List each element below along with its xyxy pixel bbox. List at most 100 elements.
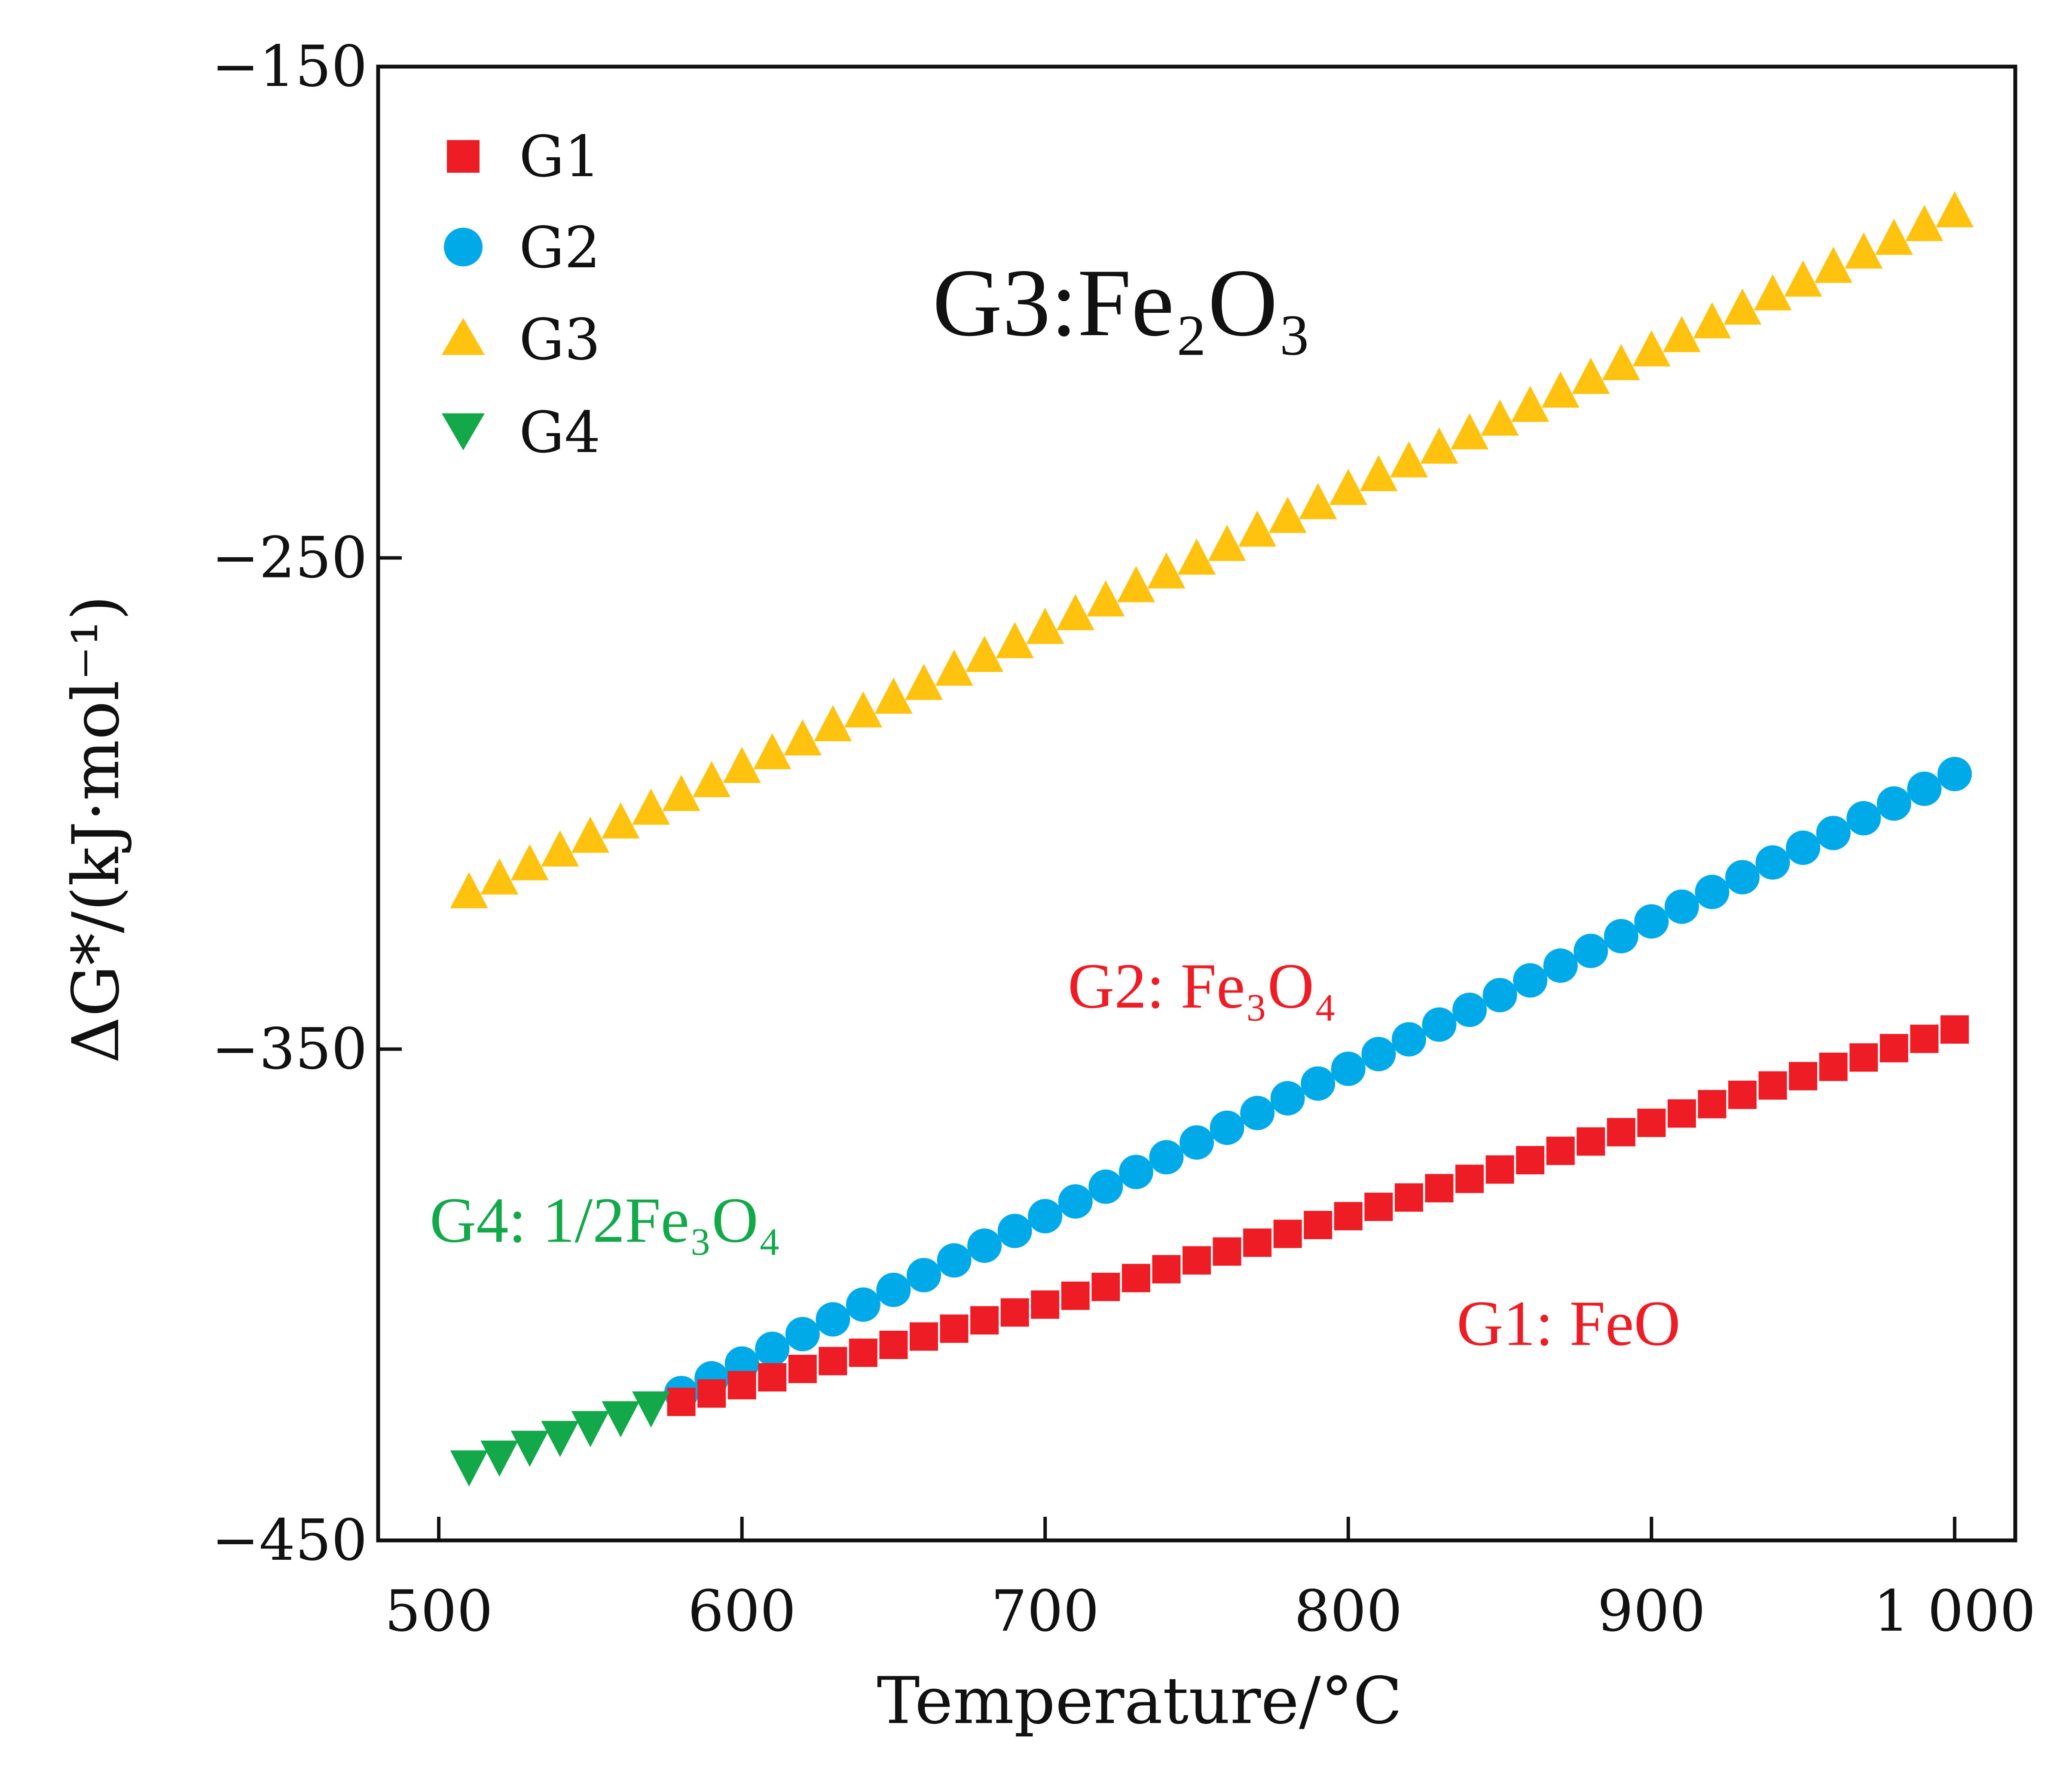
data-point-g2 — [907, 1258, 941, 1292]
data-point-g2 — [1058, 1184, 1093, 1219]
data-point-g1 — [970, 1306, 999, 1335]
data-point-g2 — [1422, 1007, 1457, 1042]
data-point-g2 — [1210, 1110, 1244, 1145]
data-point-g2 — [1391, 1022, 1426, 1057]
data-point-g1 — [667, 1387, 696, 1416]
data-point-g1 — [1425, 1174, 1454, 1203]
data-point-g2 — [997, 1213, 1032, 1248]
x-tick-label: 800 — [1294, 1578, 1403, 1644]
data-point-g3 — [1451, 413, 1488, 449]
x-axis-title: Temperature/°C — [877, 1664, 1403, 1738]
y-tick-label: −450 — [211, 1507, 367, 1573]
data-point-g2 — [1574, 934, 1608, 968]
data-point-g2 — [1604, 919, 1638, 953]
data-point-g1 — [1577, 1127, 1605, 1156]
legend-label-g4: G4 — [519, 400, 600, 466]
data-point-g3 — [1056, 594, 1094, 630]
data-point-g2 — [1876, 786, 1911, 821]
data-point-g3 — [966, 635, 1004, 672]
data-point-g3 — [1420, 428, 1458, 464]
data-point-g3 — [541, 830, 579, 867]
data-point-g1 — [1910, 1024, 1939, 1053]
data-point-g2 — [937, 1243, 972, 1278]
data-point-g3 — [753, 733, 792, 770]
data-point-g2 — [1452, 993, 1487, 1027]
data-point-g1 — [1000, 1298, 1029, 1327]
data-point-g3 — [1693, 302, 1731, 339]
data-point-g2 — [785, 1317, 820, 1351]
data-point-g3 — [1026, 608, 1064, 644]
data-point-g3 — [783, 719, 822, 756]
data-point-g1 — [758, 1363, 787, 1392]
data-point-g4 — [541, 1421, 579, 1457]
data-point-g2 — [816, 1302, 850, 1337]
data-point-g3 — [480, 858, 519, 895]
data-point-g3 — [1602, 344, 1640, 380]
data-point-g2 — [1088, 1169, 1123, 1204]
x-tick-label: 600 — [688, 1578, 796, 1644]
data-point-g1 — [1849, 1043, 1878, 1072]
x-tick-label: 900 — [1597, 1578, 1705, 1644]
data-point-g1 — [1183, 1246, 1211, 1275]
data-point-g1 — [819, 1347, 847, 1375]
plot-frame — [376, 64, 2017, 1543]
data-point-g2 — [1816, 816, 1851, 850]
x-tick-label: 1 000 — [1873, 1578, 2036, 1644]
data-point-g3 — [510, 844, 549, 880]
data-point-g3 — [1178, 538, 1216, 575]
data-point-g1 — [1485, 1155, 1514, 1184]
data-point-g2 — [846, 1287, 880, 1322]
data-point-g3 — [450, 872, 488, 908]
data-point-g3 — [1208, 525, 1246, 561]
data-point-g1 — [1394, 1183, 1423, 1212]
data-point-g3 — [814, 705, 852, 742]
data-point-g2 — [1725, 860, 1760, 895]
data-point-g3 — [1299, 483, 1337, 519]
legend-marker-g2 — [444, 228, 483, 266]
data-point-g3 — [1784, 260, 1822, 297]
data-point-g3 — [1541, 371, 1580, 408]
data-point-g3 — [1481, 399, 1519, 436]
data-point-g1 — [1728, 1080, 1757, 1109]
data-point-g1 — [1152, 1255, 1181, 1283]
data-point-g2 — [1482, 978, 1517, 1012]
legend-marker-g3 — [442, 318, 485, 355]
data-point-g2 — [1270, 1081, 1305, 1115]
data-point-g2 — [1331, 1051, 1366, 1086]
data-point-g2 — [1846, 801, 1881, 836]
data-point-g2 — [1937, 757, 1972, 791]
data-point-g3 — [1814, 247, 1852, 283]
data-point-g3 — [693, 761, 731, 797]
data-point-g3 — [1935, 191, 1974, 228]
data-point-g4 — [480, 1440, 519, 1477]
series-g2 — [664, 757, 1972, 1410]
data-point-g1 — [1455, 1164, 1484, 1193]
data-point-g3 — [905, 664, 943, 700]
data-point-g1 — [727, 1371, 756, 1399]
annotation-g2-fe3o4: G2: Fe₃O₄ — [1068, 950, 1336, 1022]
data-point-g3 — [1845, 232, 1883, 269]
data-point-g3 — [1238, 510, 1277, 547]
y-tick-label: −250 — [211, 525, 367, 591]
data-point-g2 — [876, 1272, 911, 1307]
data-point-g3 — [1632, 330, 1671, 367]
data-point-g1 — [1364, 1192, 1393, 1221]
data-point-g3 — [874, 678, 913, 714]
data-point-g3 — [1360, 455, 1398, 492]
legend-label-g1: G1 — [519, 124, 600, 190]
data-series — [450, 191, 1974, 1487]
data-point-g3 — [1268, 497, 1307, 533]
data-point-g1 — [1122, 1264, 1150, 1292]
data-point-g3 — [662, 775, 700, 811]
series-g1 — [667, 1015, 1969, 1416]
legend-marker-g1 — [447, 140, 480, 173]
data-point-g3 — [1662, 316, 1701, 352]
data-point-g2 — [1755, 845, 1790, 880]
data-point-g2 — [1119, 1155, 1153, 1189]
series-g4 — [450, 1391, 670, 1487]
data-point-g2 — [1543, 948, 1578, 983]
data-point-g1 — [1758, 1071, 1787, 1100]
data-point-g1 — [1940, 1015, 1969, 1044]
data-point-g1 — [788, 1354, 817, 1383]
